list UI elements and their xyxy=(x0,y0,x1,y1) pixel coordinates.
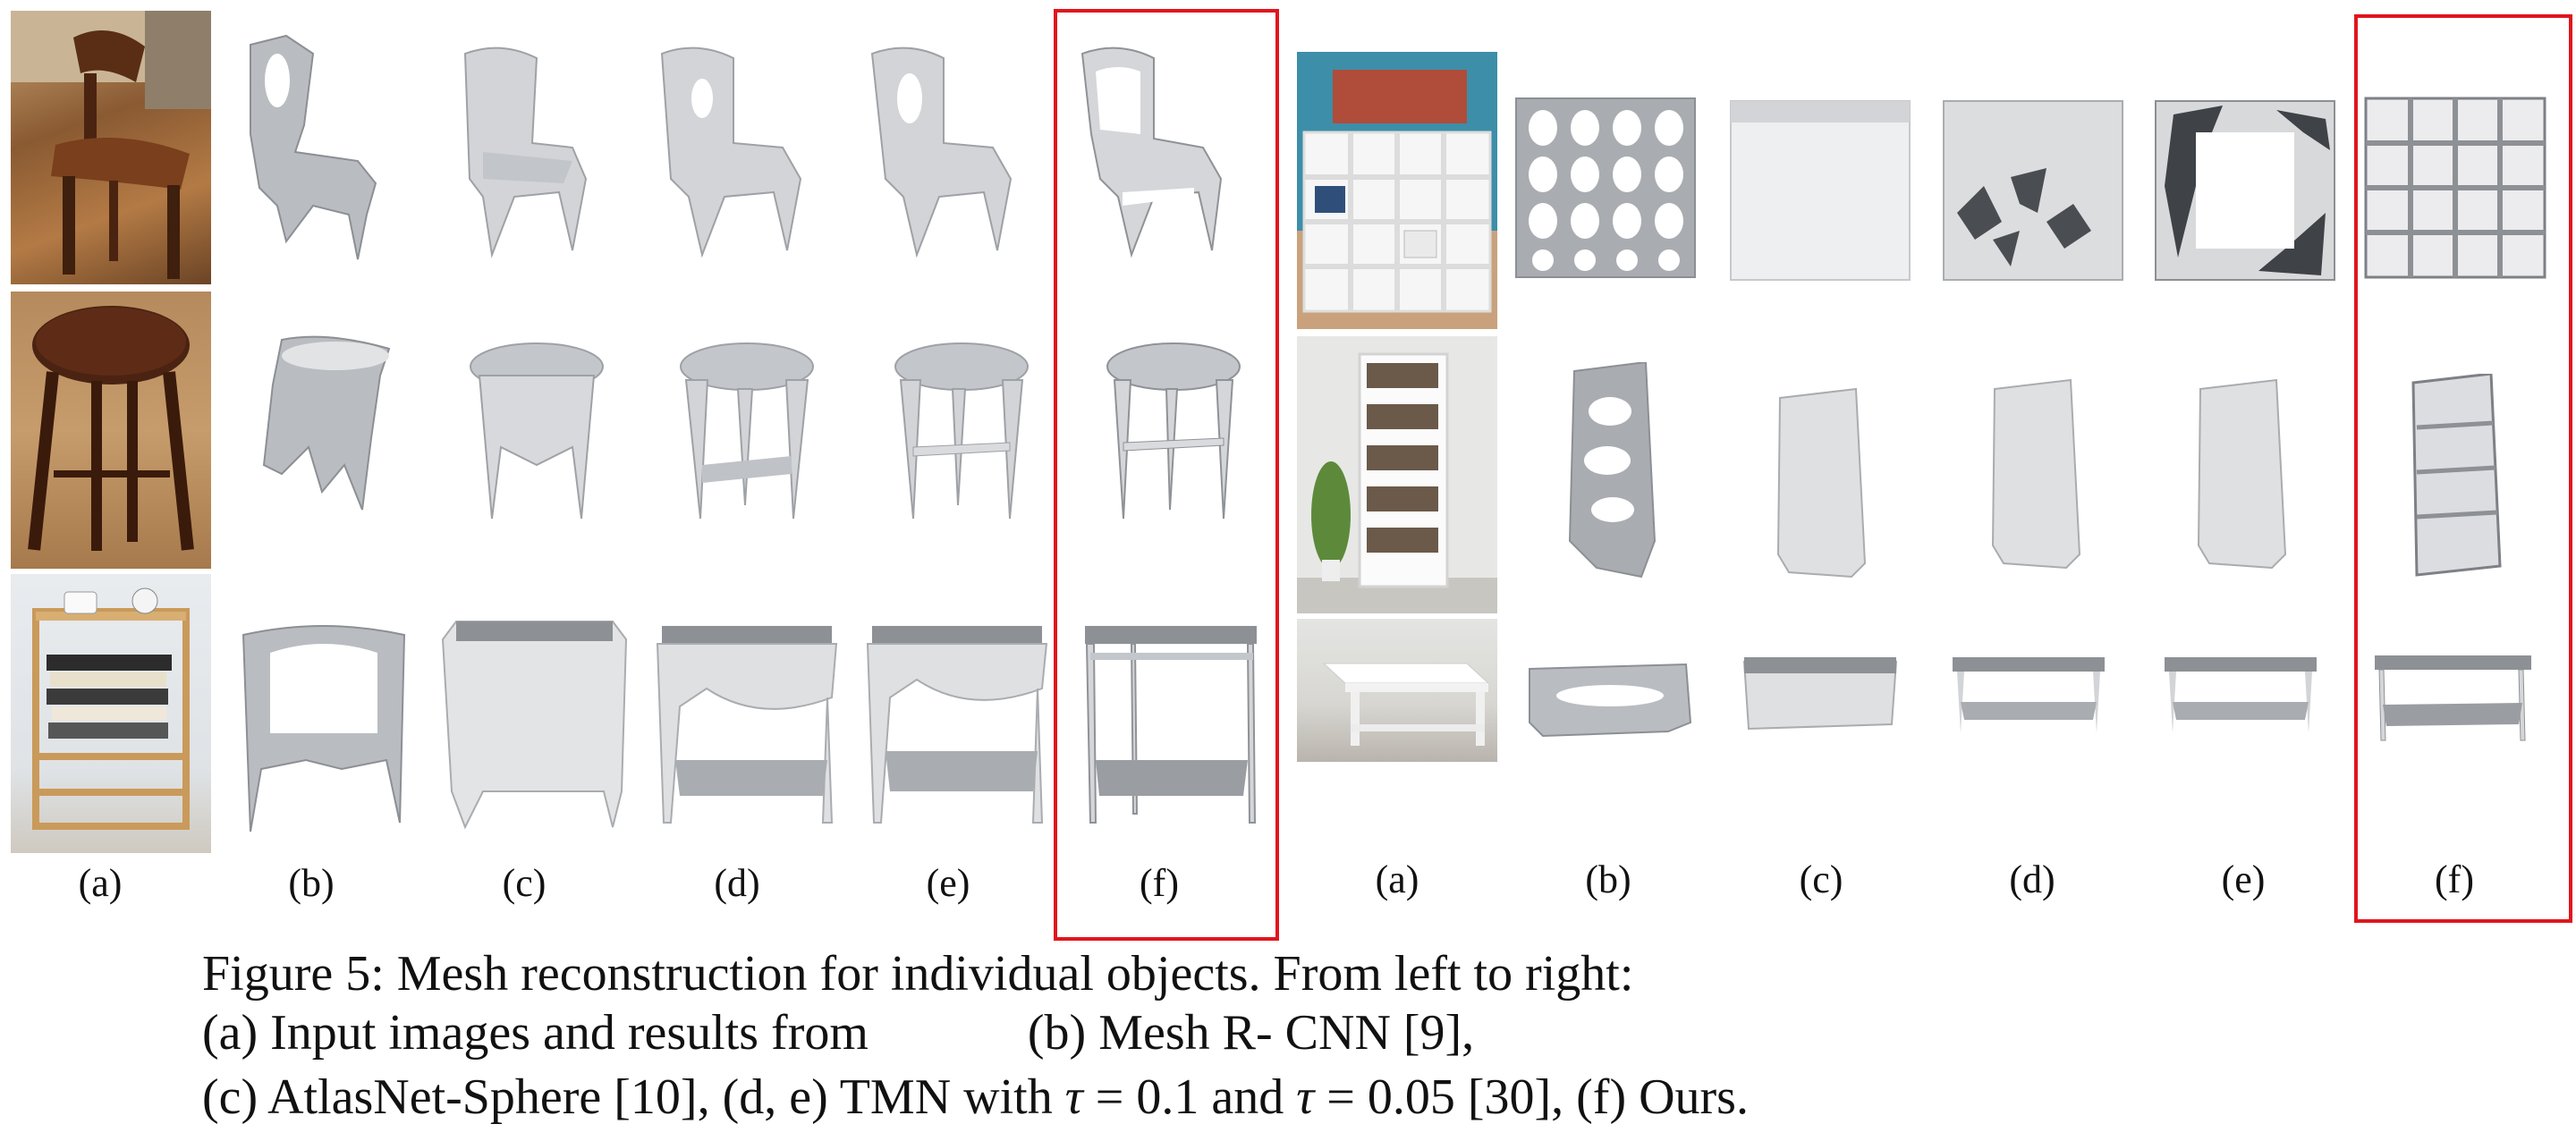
mesh-shelf-cube-c xyxy=(1730,100,1911,281)
input-photo-shelf-cube xyxy=(1297,52,1497,329)
caption-line-2: (a) Input images and results from (b) Me… xyxy=(202,1005,1474,1061)
caption-text-3c: (f) Ours. xyxy=(1576,1069,1749,1125)
mesh-bookcase-c xyxy=(1776,387,1867,579)
mesh-chair-b xyxy=(250,34,377,260)
mesh-nightstand-c xyxy=(441,621,628,830)
mesh-nightstand-f xyxy=(1085,626,1257,824)
caption-line-3: (c) AtlasNet-Sphere [10], (d, e) TMN wit… xyxy=(202,1069,1749,1125)
label-right-f: (f) xyxy=(2435,858,2474,901)
input-photo-coffee-table xyxy=(1297,619,1497,762)
mesh-bookcase-b xyxy=(1568,362,1657,579)
mesh-chair-f xyxy=(1080,46,1223,258)
mesh-stool-d xyxy=(680,342,814,520)
caption-line-1: Figure 5: Mesh reconstruction for indivi… xyxy=(202,946,1633,1002)
input-photo-bookcase xyxy=(1297,336,1497,613)
mesh-stool-c xyxy=(470,342,604,520)
mesh-chair-e xyxy=(870,46,1013,258)
mesh-shelf-cube-f-grid xyxy=(2364,97,2546,279)
mesh-bookcase-d xyxy=(1991,378,2081,570)
caption-text-3a: (c) AtlasNet-Sphere [10], xyxy=(202,1069,710,1125)
caption-tau-1: τ xyxy=(1064,1069,1083,1125)
caption-tau-2: τ xyxy=(1296,1069,1315,1125)
label-right-d: (d) xyxy=(2009,858,2055,901)
mesh-chair-c xyxy=(463,46,588,258)
mesh-nightstand-e xyxy=(866,626,1048,824)
caption-text-1: Figure 5: Mesh reconstruction for indivi… xyxy=(202,946,1634,1002)
label-right-b: (b) xyxy=(1585,858,1631,901)
input-photo-nightstand xyxy=(11,574,211,853)
label-left-d: (d) xyxy=(714,861,760,905)
mesh-coffee-table-c xyxy=(1742,657,1898,731)
highlight-box-right xyxy=(2354,14,2572,923)
label-right-e: (e) xyxy=(2221,858,2266,901)
mesh-bookcase-f xyxy=(2411,374,2502,577)
caption-text-2a: (a) Input images and results from xyxy=(202,1005,869,1061)
label-left-c: (c) xyxy=(502,861,547,905)
mesh-coffee-table-f xyxy=(2375,655,2531,741)
label-right-c: (c) xyxy=(1799,858,1843,901)
mesh-stool-b xyxy=(262,335,391,511)
mesh-bookcase-e xyxy=(2197,378,2287,570)
mesh-stool-e xyxy=(894,342,1029,520)
mesh-coffee-table-e xyxy=(2165,657,2317,733)
caption-text-3b: (d, e) TMN with xyxy=(722,1069,1053,1125)
label-left-f: (f) xyxy=(1140,861,1179,905)
caption-eq-1: = 0.1 and xyxy=(1082,1069,1297,1125)
label-right-a: (a) xyxy=(1375,858,1419,901)
mesh-nightstand-b xyxy=(242,625,406,833)
mesh-chair-d xyxy=(660,46,802,258)
highlight-box-left xyxy=(1054,9,1279,941)
mesh-coffee-table-d xyxy=(1953,657,2105,733)
label-left-a: (a) xyxy=(78,861,123,905)
label-left-e: (e) xyxy=(926,861,970,905)
mesh-stool-f xyxy=(1106,342,1241,520)
input-photo-chair xyxy=(11,11,211,284)
mesh-coffee-table-b xyxy=(1529,663,1692,738)
mesh-shelf-cube-e xyxy=(2155,100,2335,281)
input-photo-stool xyxy=(11,292,211,569)
label-left-b: (b) xyxy=(288,861,335,905)
caption-eq-2: = 0.05 [30], xyxy=(1314,1069,1564,1125)
caption-text-2b: (b) Mesh R- CNN [9], xyxy=(1027,1005,1475,1061)
mesh-shelf-cube-d xyxy=(1943,100,2123,281)
mesh-shelf-cube-b xyxy=(1515,97,1696,278)
mesh-nightstand-d xyxy=(656,626,838,824)
